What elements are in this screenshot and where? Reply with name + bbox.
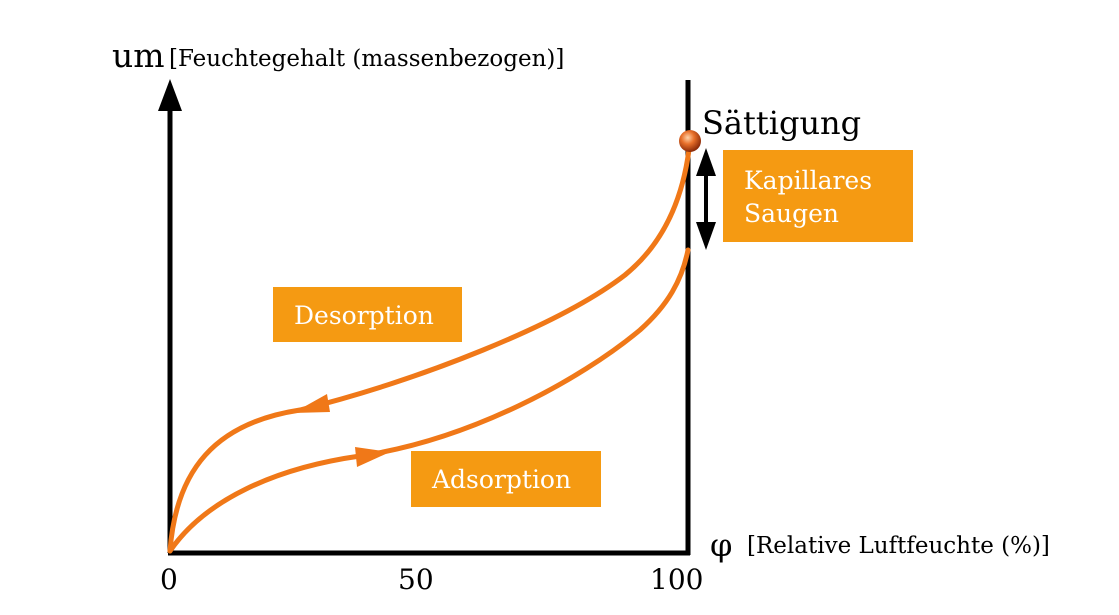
y-axis-arrowhead xyxy=(158,79,182,111)
x-tick-label-0: 0 xyxy=(160,563,178,596)
adsorption-curve xyxy=(167,247,691,554)
desorption-arrowhead xyxy=(293,394,330,413)
capillary-range-arrowhead-up xyxy=(696,148,716,176)
x-tick-label-100: 100 xyxy=(650,563,703,596)
kapillares-saugen-label-line1: Kapillares xyxy=(744,166,872,195)
kapillares-saugen-box xyxy=(723,150,913,242)
y-axis-symbol: um xyxy=(112,36,165,75)
adsorption-label: Adsorption xyxy=(431,465,571,494)
kapillares-saugen-label-line2: Saugen xyxy=(744,199,839,228)
desorption-box xyxy=(273,287,462,342)
x-axis-symbol: φ xyxy=(710,526,732,564)
adsorption-box xyxy=(411,451,601,507)
y-axis-label: [Feuchtegehalt (massenbezogen)] xyxy=(169,46,564,72)
desorption-curve xyxy=(167,138,693,554)
desorption-label: Desorption xyxy=(294,301,434,330)
saturation-label: Sättigung xyxy=(702,104,861,142)
capillary-range-arrowhead-down xyxy=(696,222,716,250)
x-axis-label: [Relative Luftfeuchte (%)] xyxy=(747,533,1050,559)
adsorption-arrowhead xyxy=(355,447,390,467)
x-tick-label-50: 50 xyxy=(398,563,434,596)
saturation-point xyxy=(679,130,701,152)
